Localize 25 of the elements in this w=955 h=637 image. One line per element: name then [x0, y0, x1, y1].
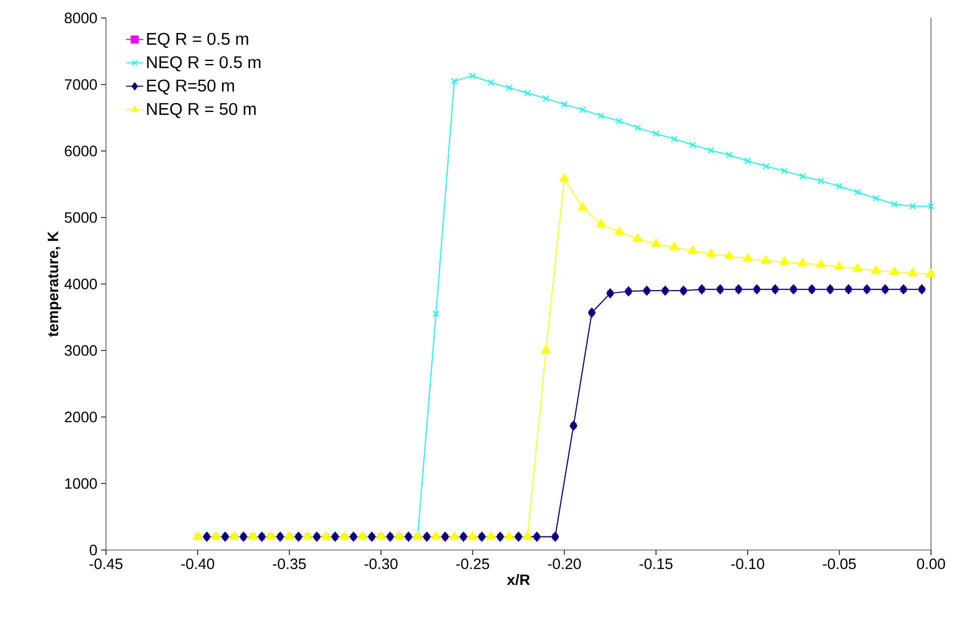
- legend-label: NEQ R = 0.5 m: [147, 56, 260, 72]
- y-tick-label: 4000: [64, 278, 97, 290]
- y-tick-label: 7000: [64, 79, 97, 90]
- x-tick-label: 0.00: [916, 558, 946, 570]
- x-tick-label: -0.40: [181, 558, 214, 570]
- x-tick-label: -0.10: [731, 558, 764, 570]
- x-tick-label: -0.25: [456, 558, 490, 570]
- y-tick-label: 0: [90, 544, 97, 556]
- y-tick-label: 3000: [64, 345, 97, 356]
- legend-label: NEQ R = 50 m: [147, 102, 256, 118]
- x-tick-label: -0.15: [640, 558, 672, 570]
- y-tick-label: 1000: [65, 478, 97, 489]
- y-axis-title: temperature, K: [48, 231, 62, 337]
- x-axis-title: x/R: [506, 574, 530, 586]
- x-tick-label: -0.30: [364, 558, 398, 570]
- x-tick-label: -0.20: [548, 558, 581, 570]
- y-tick-label: 6000: [64, 146, 97, 156]
- y-tick-label: 5000: [64, 212, 97, 223]
- y-tick-label: 8000: [64, 12, 97, 24]
- x-tick-label: -0.45: [90, 558, 122, 570]
- legend-label: EQ R=50 m: [147, 80, 234, 95]
- x-tick-label: -0.35: [272, 558, 306, 570]
- x-tick-label: -0.05: [822, 558, 856, 570]
- y-tick-label: 2000: [64, 412, 97, 422]
- legend-label: EQ R = 0.5 m: [147, 32, 248, 48]
